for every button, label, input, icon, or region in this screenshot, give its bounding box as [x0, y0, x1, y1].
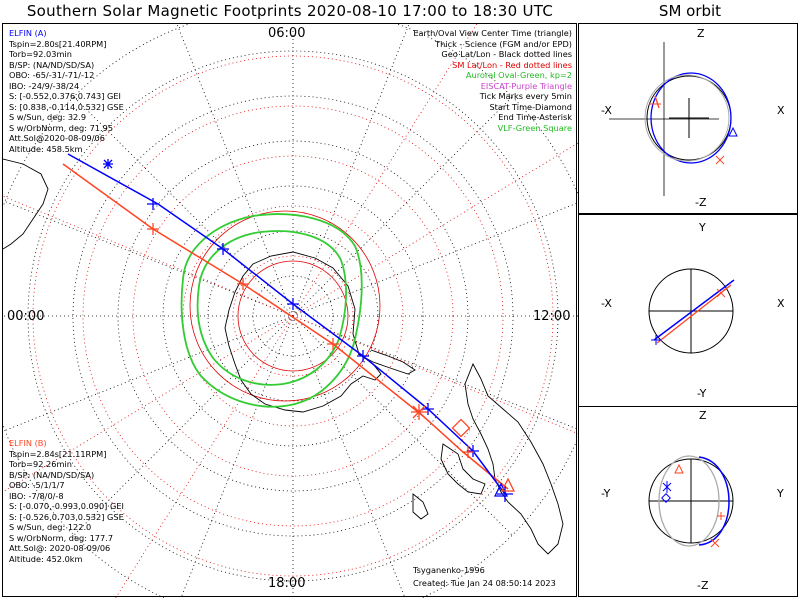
legend-item: VLF-Green Square — [497, 122, 572, 133]
elfin-a-line: Tspin=2.80s[21.40RPM] — [9, 38, 107, 49]
elfin-b-info: ELFIN (B) Tspin=2.84s[21.11RPM] Torb=92.… — [9, 438, 124, 564]
legend-item: Tick Marks every 5min — [479, 91, 572, 101]
axis-label-right: X — [777, 297, 785, 310]
clock-label-left: 00:00 — [7, 309, 45, 324]
elfin-b-track — [62, 163, 509, 490]
elfin-b-line: S w/OrbNorm, deg: 177.7 — [9, 532, 114, 543]
australia-coastline — [440, 443, 486, 495]
created-label: Created: Tue Jan 24 08:50:14 2023 — [413, 578, 556, 588]
elfin-b-tick-marks — [147, 223, 474, 458]
orbit-panel-yz: Z -Z -Y Y — [578, 406, 798, 597]
elfin-a-line: OBO: -65/-31/-71/-12 — [9, 70, 95, 80]
orbit-a-xz — [650, 72, 732, 164]
axis-label-left: -X — [601, 297, 612, 310]
elfin-a-line: S w/Sun, deg: 32.9 — [9, 112, 87, 122]
africa-coastline — [3, 158, 49, 250]
elfin-a-line: IBO: -24/9/-38/24 — [9, 80, 80, 91]
auroral-oval-inner — [196, 230, 347, 386]
axis-label-bottom: -Z — [697, 579, 709, 592]
elfin-a-name: ELFIN (A) — [9, 28, 47, 38]
south-america-coastline — [464, 362, 564, 555]
elfin-b-line: OBO: -5/1/1/7 — [9, 480, 65, 490]
orbit-plot-yz — [648, 455, 734, 548]
orbit-a-xy — [653, 279, 735, 341]
elfin-a-line: Altitude: 458.5km — [9, 143, 83, 154]
sm-ring-circle — [189, 210, 381, 402]
elfin-a-line: Att.Sol@2020-08-09/06 — [9, 133, 105, 143]
elfin-b-line: Tspin=2.84s[21.11RPM] — [9, 448, 107, 459]
elfin-a-end-asterisk — [103, 159, 113, 169]
orbit-plot-xz — [609, 42, 738, 196]
elfin-a-line: S: [0.838,-0.114,0.532] GSE — [9, 101, 124, 112]
orbit-panel-xz: Z -Z -X X — [578, 23, 798, 214]
axis-label-right: Y — [777, 487, 784, 500]
peninsula-coastline — [357, 349, 416, 375]
legend-item: Geo Lat/Lon - Black dotted lines — [441, 49, 572, 59]
elfin-b-name: ELFIN (B) — [9, 438, 47, 448]
elfin-a-start-cross — [497, 486, 513, 502]
legend-item: End Time-Asterisk — [498, 112, 572, 122]
legend-item: Auroral Oval-Green, kp=2 — [465, 70, 572, 80]
axis-label-left: -Y — [601, 487, 611, 500]
plot-title: Southern Solar Magnetic Footprints 2020-… — [26, 2, 554, 20]
footprint-map — [3, 24, 578, 598]
elfin-b-line: S: [-0.526,0.703,0.532] GSE — [9, 511, 124, 522]
legend-item: SM Lat/Lon - Red dotted lines — [452, 59, 572, 70]
clock-label-bottom: 18:00 — [268, 576, 306, 591]
legend-item: EISCAT-Purple Triangle — [480, 80, 572, 91]
elfin-b-center-triangle — [500, 477, 516, 492]
axis-label-top: Z — [697, 27, 705, 40]
sm-pole-circle — [237, 260, 349, 372]
elfin-b-line: IBO: -7/8/0/-8 — [9, 490, 64, 501]
elfin-b-line: S: [-0.070,-0.993,0.090] GEI — [9, 501, 124, 511]
geo-grid — [3, 24, 578, 598]
elfin-b-line: Torb=92.26min — [9, 459, 72, 469]
elfin-a-track — [67, 153, 506, 495]
legend-item: Start Time-Diamond — [489, 101, 572, 112]
legend: Earth/Oval View Center Time (triangle) T… — [413, 28, 572, 133]
elfin-a-center-triangle — [493, 482, 509, 497]
legend-item: Thick - Science (FGM and/or EPD) — [435, 38, 572, 49]
orbit-panel-title: SM orbit — [658, 2, 722, 20]
elfin-b-line: Altitude: 452.0km — [9, 553, 83, 564]
axis-label-bottom: -Y — [697, 387, 707, 400]
orbit-a-yz — [698, 456, 730, 546]
axis-label-bottom: -Z — [695, 196, 707, 209]
island-coastline — [412, 493, 429, 520]
clock-label-top: 06:00 — [268, 26, 306, 41]
elfin-b-line: Att.Sol@: 2020-08-09/06 — [9, 543, 111, 553]
axis-label-top: Z — [699, 409, 707, 422]
orbit-panel-xy: Y -Y -X X — [578, 214, 798, 407]
elfin-a-tick-marks — [147, 198, 479, 457]
axis-label-left: -X — [601, 104, 612, 117]
orbit-plot-xy — [648, 268, 735, 354]
elfin-a-line: S: [-0.552,0.376,0.743] GEI — [9, 91, 121, 101]
model-label: Tsyganenko-1996 — [413, 565, 485, 575]
sm-grid — [3, 24, 578, 598]
footprint-map-panel: ELFIN (A) Tspin=2.80s[21.40RPM] Torb=92.… — [2, 23, 578, 598]
elfin-a-info: ELFIN (A) Tspin=2.80s[21.40RPM] Torb=92.… — [9, 28, 124, 154]
elfin-a-line: B/SP: (NA/ND/SD/SA) — [9, 59, 95, 70]
axis-label-top: Y — [699, 221, 706, 234]
auroral-oval-outer — [180, 213, 363, 408]
elfin-b-line: B/SP: (NA/ND/SD/SA) — [9, 469, 95, 480]
elfin-b-line: S w/Sun, deg: 122.0 — [9, 522, 92, 532]
clock-label-right: 12:00 — [533, 309, 571, 324]
legend-item: Earth/Oval View Center Time (triangle) — [413, 28, 572, 38]
axis-label-right: X — [777, 104, 785, 117]
antarctica-coastline — [224, 251, 382, 413]
orbit-b-yz — [658, 455, 720, 547]
elfin-b-end-asterisk — [411, 404, 427, 420]
elfin-a-line: S w/OrbNorm, deg: 71.95 — [9, 122, 114, 133]
orbit-b-xz — [644, 74, 730, 162]
elfin-b-start-diamond — [451, 418, 471, 438]
elfin-a-line: Torb=92.03min — [9, 49, 72, 59]
